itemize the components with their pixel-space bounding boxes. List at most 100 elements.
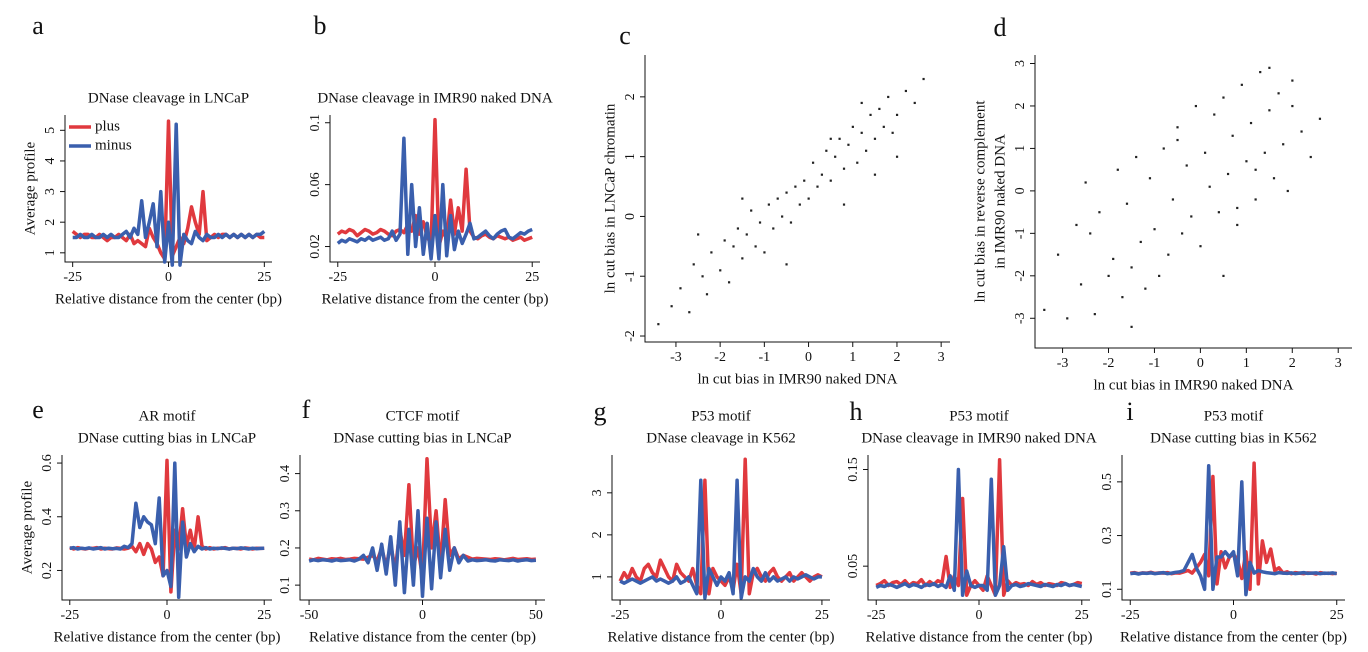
y-tick-label: 0.2 (40, 562, 55, 580)
scatter-point (1231, 134, 1234, 137)
x-tick-label: -3 (670, 350, 682, 365)
chart-title: DNase cutting bias in LNCaP (333, 430, 511, 446)
scatter-point (1268, 109, 1271, 112)
scatter-point (1171, 198, 1175, 201)
axis-line (644, 55, 950, 343)
scatter-point (811, 161, 815, 164)
scatter-point (1291, 104, 1294, 108)
axis-line (64, 115, 272, 263)
series-line (875, 458, 1083, 597)
y-tick-label: 0.4 (40, 508, 55, 526)
scatter-point (1043, 308, 1046, 311)
x-tick-label: 0 (432, 270, 439, 285)
x-tick-label: 1 (1243, 356, 1250, 371)
panel-letter: g (594, 397, 607, 426)
series-line (875, 467, 1083, 597)
x-tick-label: -1 (759, 350, 771, 365)
y-tick-label: 2 (623, 93, 638, 100)
y-tick-label: 2 (43, 219, 58, 226)
y-tick-label: 0.3 (1100, 527, 1115, 545)
scatter-point (895, 113, 899, 116)
scatter-point (710, 251, 713, 254)
scatter-point (1098, 211, 1101, 214)
scatter-point (1190, 215, 1193, 218)
scatter-point (1176, 126, 1179, 129)
x-tick-label: 0 (164, 608, 171, 623)
scatter-point (1213, 113, 1216, 116)
y-tick-label: 0.1 (278, 576, 293, 594)
scatter-point (1056, 253, 1060, 256)
scatter-point (803, 179, 806, 182)
y-tick-label: -1 (1013, 228, 1028, 240)
x-tick-label: 25 (1075, 608, 1089, 623)
y-tick-label: 1 (43, 249, 58, 256)
y-tick-label: 3 (43, 188, 58, 195)
scatter-point (860, 131, 863, 134)
scatter-point (1162, 147, 1165, 150)
y-tick-label: 3 (1013, 60, 1028, 67)
scatter-point (1263, 151, 1266, 154)
chart-title: CTCF motif (386, 408, 460, 424)
scatter-point (785, 263, 788, 266)
scatter-point (1125, 202, 1129, 205)
scatter-point (1236, 223, 1239, 227)
x-tick-label: 25 (525, 270, 539, 285)
y-tick-label: 2 (1013, 102, 1028, 109)
axis-line (1121, 455, 1345, 601)
series-line (1130, 463, 1338, 597)
x-tick-label: 0 (718, 608, 725, 623)
x-axis-label: Relative distance from the center (bp) (309, 629, 536, 645)
x-tick-label: 3 (938, 350, 945, 365)
scatter-point (719, 269, 722, 272)
y-tick-label: 2 (590, 531, 605, 538)
x-tick-label: -50 (300, 608, 319, 623)
scatter-point (1199, 245, 1202, 248)
scatter-point (1084, 181, 1087, 184)
y-tick-label: 0.02 (308, 234, 323, 258)
scatter-point (701, 275, 704, 278)
scatter-point (745, 233, 748, 236)
x-tick-label: 0 (1230, 608, 1237, 623)
x-axis-label: Relative distance from the center (bp) (55, 291, 282, 307)
scatter-point (873, 137, 877, 140)
axis-line (61, 455, 272, 601)
chart-title: DNase cleavage in K562 (646, 430, 796, 446)
scatter-point (1254, 168, 1257, 171)
panel-letter: c (619, 21, 631, 50)
x-tick-label: -1 (1149, 356, 1161, 371)
scatter-point (856, 161, 859, 164)
scatter-point (1066, 317, 1069, 320)
scatter-point (807, 197, 810, 200)
scatter-point (697, 233, 700, 236)
scatter-point (878, 107, 881, 111)
y-axis-label: ln cut bias in LNCaP chromatin (602, 103, 618, 293)
scatter-point (1249, 121, 1253, 125)
scatter-point (772, 227, 775, 230)
scatter-point (865, 149, 868, 152)
chart-title: P53 motif (691, 408, 751, 424)
scatter-point (723, 239, 726, 242)
scatter-point (1185, 164, 1188, 167)
scatter-point (657, 323, 660, 326)
x-tick-label: 25 (257, 608, 271, 623)
scatter-point (1112, 257, 1115, 261)
x-axis-label: Relative distance from the center (bp) (322, 291, 549, 307)
series-line (619, 478, 822, 600)
scatter-point (922, 77, 925, 81)
scatter-point (794, 185, 797, 188)
scatter-point (851, 125, 854, 128)
scatter-point (913, 101, 916, 105)
scatter-point (767, 203, 770, 206)
chart-title: DNase cleavage in LNCaP (88, 90, 249, 106)
y-tick-label: 0.6 (40, 454, 55, 472)
scatter-point (670, 305, 673, 308)
scatter-point (829, 137, 832, 140)
scatter-point (873, 173, 877, 176)
scatter-point (1277, 92, 1280, 95)
scatter-point (1144, 287, 1147, 290)
series-line (308, 509, 537, 599)
scatter-point (776, 197, 779, 200)
axis-line (1034, 55, 1352, 349)
scatter-point (1236, 206, 1239, 210)
